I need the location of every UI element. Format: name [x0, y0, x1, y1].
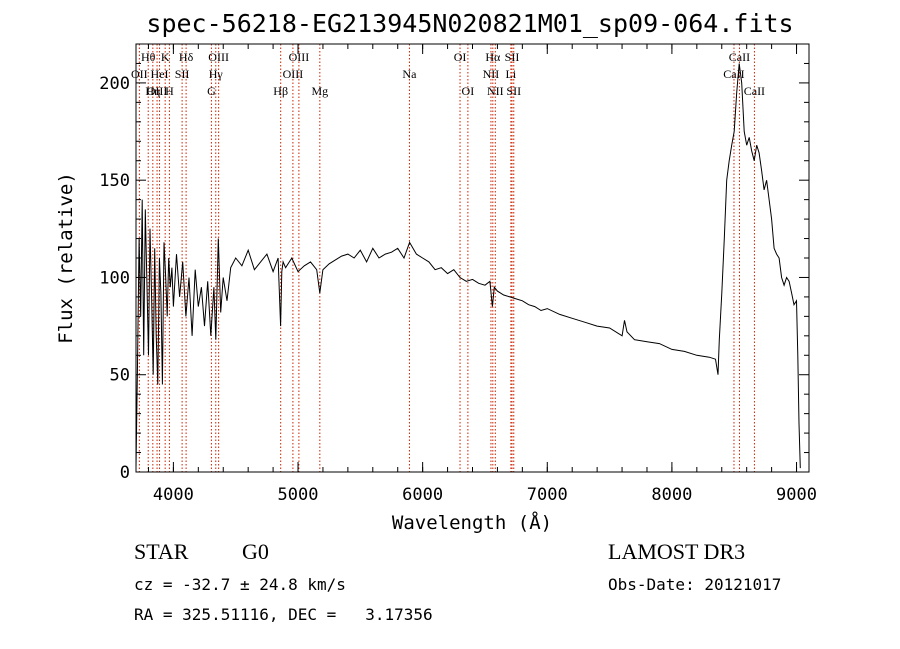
spectral-line-label: Hβ — [273, 84, 288, 98]
spectral-line-label: SII — [505, 50, 520, 64]
observation-date: Obs-Date: 20121017 — [608, 575, 781, 594]
y-axis-ticks: 0 50 100 150 200 — [99, 62, 809, 483]
object-subclass: G0 — [242, 539, 269, 564]
spectral-line-label: OIII — [283, 67, 304, 81]
spectral-line-label: Na — [402, 67, 417, 81]
y-tick-label: 200 — [99, 74, 130, 94]
y-tick-label: 0 — [120, 463, 130, 483]
spectral-line-label: G — [207, 84, 216, 98]
spectral-line-label: CaII — [744, 84, 765, 98]
spectrum-series-line — [135, 63, 801, 469]
spectral-line-label: OIII — [289, 50, 310, 64]
spectral-line-label: NII — [483, 67, 500, 81]
spectral-line-label: CaII — [729, 50, 750, 64]
y-tick-label: 50 — [110, 366, 130, 386]
object-class: STAR — [134, 539, 189, 564]
sky-coordinates: RA = 325.51116, DEC = 3.17356 — [134, 605, 433, 624]
x-tick-label: 7000 — [527, 485, 568, 505]
spectral-line-label: Hθ — [141, 50, 156, 64]
spectral-line-label: Li — [506, 67, 517, 81]
x-tick-label: 6000 — [402, 485, 443, 505]
x-tick-label: 4000 — [153, 485, 194, 505]
x-tick-label: 5000 — [278, 485, 319, 505]
x-tick-label: 9000 — [776, 485, 817, 505]
spectral-line-label: SII — [175, 67, 190, 81]
spectral-line-label: OI — [454, 50, 467, 64]
spectral-line-label: K — [161, 50, 170, 64]
spectral-line-label: NII — [487, 84, 504, 98]
spectral-line-label: Mg — [311, 84, 328, 98]
spectral-line-label: Hα — [485, 50, 501, 64]
x-tick-label: 8000 — [651, 485, 692, 505]
spectral-line-label: Hη — [145, 84, 160, 98]
x-axis-ticks: 4000 5000 6000 7000 8000 9000 — [147, 44, 817, 505]
spectral-line-label: OIII — [147, 84, 168, 98]
survey-name: LAMOST DR3 — [608, 539, 745, 564]
spectral-line-label: Hγ — [209, 67, 224, 81]
x-axis-label: Wavelength (Å) — [392, 511, 552, 534]
redshift-velocity: cz = -32.7 ± 24.8 km/s — [134, 575, 346, 594]
plot-frame — [135, 43, 810, 473]
spectral-line-label: OIII — [208, 50, 229, 64]
spectral-line-label: Hδ — [179, 50, 194, 64]
spectral-line-label: CaII — [723, 67, 744, 81]
y-tick-label: 150 — [99, 171, 130, 191]
spectral-line-markers — [138, 44, 755, 472]
y-tick-label: 100 — [99, 268, 130, 288]
spectral-line-label: H — [165, 84, 174, 98]
spectral-line-label: HeI — [151, 67, 169, 81]
spectral-line-label: SII — [506, 84, 521, 98]
chart-title: spec-56218-EG213945N020821M01_sp09-064.f… — [146, 9, 793, 38]
y-axis-label: Flux (relative) — [55, 172, 77, 344]
spectral-line-label: OII — [131, 67, 148, 81]
spectral-line-label: OI — [462, 84, 475, 98]
